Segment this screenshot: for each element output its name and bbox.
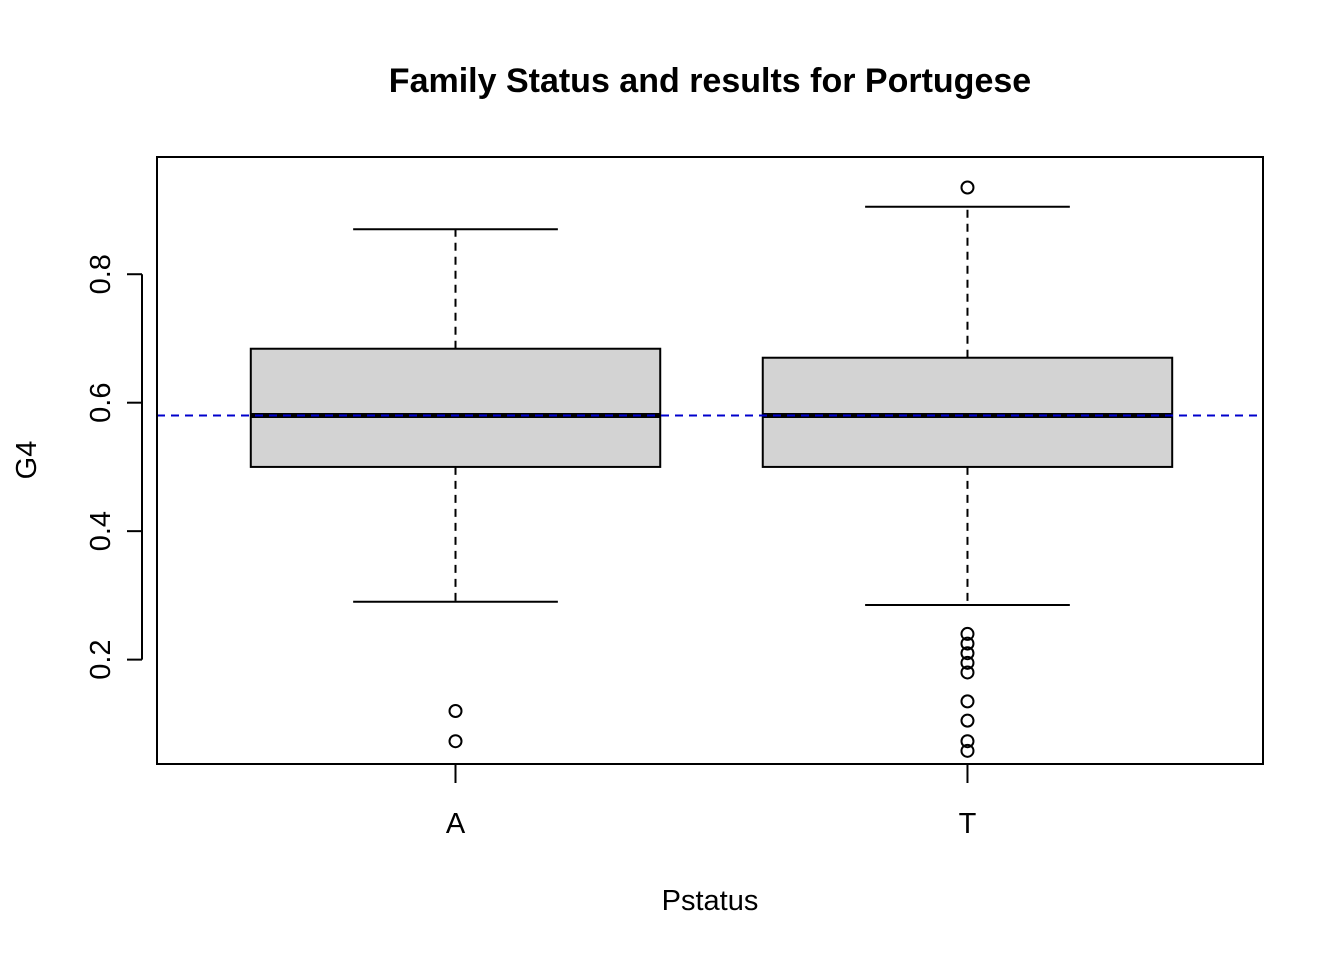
iqr-box bbox=[251, 349, 660, 467]
iqr-box bbox=[763, 358, 1172, 467]
y-tick-label: 0.6 bbox=[85, 383, 117, 423]
outlier-point bbox=[961, 715, 973, 727]
outlier-point bbox=[450, 705, 462, 717]
y-tick-label: 0.8 bbox=[85, 254, 117, 294]
box-group-a bbox=[251, 229, 660, 747]
x-tick-label: A bbox=[446, 808, 466, 840]
box-group-t bbox=[763, 182, 1172, 757]
chart-title: Family Status and results for Portugese bbox=[389, 62, 1031, 100]
y-tick-label: 0.2 bbox=[85, 639, 117, 679]
y-axis-label: G4 bbox=[11, 441, 43, 480]
outlier-point bbox=[450, 735, 462, 747]
x-tick-label: T bbox=[959, 808, 977, 840]
outlier-point bbox=[961, 182, 973, 194]
outlier-point bbox=[961, 695, 973, 707]
x-axis-label: Pstatus bbox=[662, 885, 759, 917]
plot-area bbox=[157, 182, 1263, 757]
y-tick-label: 0.4 bbox=[85, 511, 117, 551]
